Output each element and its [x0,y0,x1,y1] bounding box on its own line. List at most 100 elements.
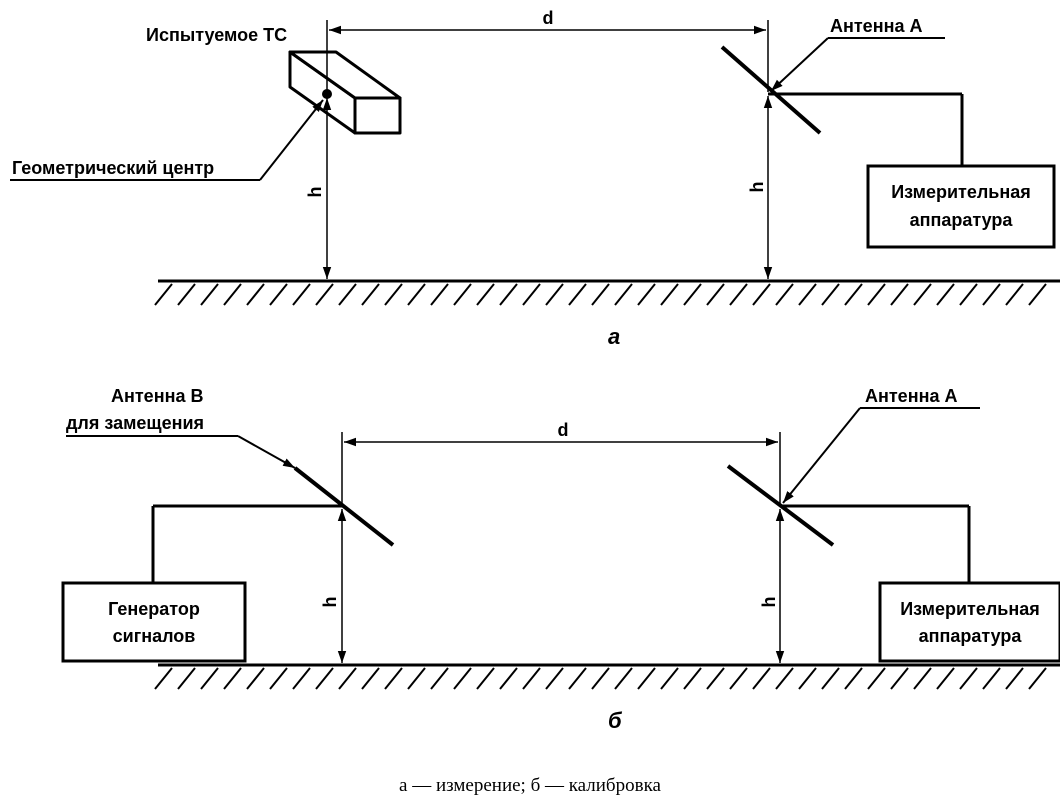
ground-hatch-line [223,283,242,306]
ground-hatch-line [315,667,334,690]
panel-letter-a: а [608,324,620,349]
antenna-a-leader [770,37,829,92]
ground-hatch-line [936,283,955,306]
ground-hatch-line [361,667,380,690]
ground-hatch-line [361,283,380,306]
ground-hatch-line [1028,667,1047,690]
ground-hatch-line [683,283,702,306]
ground-hatch-line [982,283,1001,306]
signal-generator-line2: сигналов [113,626,196,646]
ground-hatch-line [798,283,817,306]
ground-hatch-line [775,667,794,690]
ground-hatch-line [246,283,265,306]
geometric-center-dot [322,89,332,99]
ground-hatch-line [246,667,265,690]
ground-hatch-line [430,667,449,690]
antenna-b-leader [237,435,296,469]
ground-hatch-line [223,667,242,690]
ground-hatch-line [660,667,679,690]
ground-hatch-line [959,667,978,690]
ground-hatch-line [844,283,863,306]
signal-generator-box [61,581,247,663]
distance-d-label-b: d [558,420,569,440]
ground-hatch-line [384,667,403,690]
ground-hatch-line [568,667,587,690]
height-h-right-label-b: h [759,597,779,608]
antenna-a-label: Антенна А [830,16,922,36]
ground-hatch-line [913,667,932,690]
height-h-left-label: h [305,187,325,198]
ground-hatch-line [775,283,794,306]
antenna-b-element [293,466,395,547]
ground-hatch-line [729,667,748,690]
ground-hatch-line [1005,283,1024,306]
measuring-equipment-line1-a: Измерительная [891,182,1031,202]
ground-hatch-line [660,283,679,306]
ground-hatch-line [545,667,564,690]
antenna-b-label-line1: Антенна В [111,386,203,406]
ground-b [154,663,1060,690]
ground-hatch-line [177,283,196,306]
ground-hatch-line [591,283,610,306]
ground-hatch-line [821,667,840,690]
ground-hatch-line [821,283,840,306]
ground-hatch-line [1028,283,1047,306]
ground-hatch-line [522,667,541,690]
ground-hatch-line [614,283,633,306]
panel-letter-b: б [608,708,623,733]
ground-hatch-line [844,667,863,690]
ground-hatch-line [292,667,311,690]
ground-hatch-line [706,667,725,690]
ground-hatch-line [177,667,196,690]
ground-hatch-line [453,667,472,690]
ground-hatch-line [499,667,518,690]
ground-hatch-line [430,283,449,306]
ground-hatch-line [959,283,978,306]
ground-hatch-b [154,667,1047,690]
ground-hatch-line [154,667,173,690]
ground-hatch-line [706,283,725,306]
geometric-center-leader [259,99,324,181]
ground-hatch-line [292,283,311,306]
ground-hatch-line [522,283,541,306]
antenna-a-leader-b [782,407,861,504]
ground-hatch-line [269,667,288,690]
ground-hatch-line [384,283,403,306]
ground-hatch-line [637,283,656,306]
ground-a [154,279,1060,306]
ground-hatch-line [200,283,219,306]
ground-hatch-line [798,667,817,690]
ground-hatch-line [568,283,587,306]
ground-hatch-line [729,283,748,306]
geometric-center-label: Геометрический центр [12,158,214,178]
ground-hatch-line [591,667,610,690]
measuring-equipment-line2-b: аппаратура [919,626,1023,646]
ground-hatch-line [338,283,357,306]
ground-hatch-line [752,667,771,690]
ground-hatch-line [315,283,334,306]
measuring-equipment-line1-b: Измерительная [900,599,1040,619]
ground-hatch-line [752,283,771,306]
diagram-b: Антенна В для замещения Генератор сигнал… [61,386,1060,733]
ground-hatch-line [453,283,472,306]
ground-hatch-line [200,667,219,690]
ground-hatch-line [269,283,288,306]
height-h-left-label-b: h [320,597,340,608]
ground-hatch-line [499,283,518,306]
figure-caption: а — измерение; б — калибровка [399,775,661,796]
ground-hatch-line [890,283,909,306]
measuring-equipment-box-b [878,581,1060,663]
ground-hatch-line [476,283,495,306]
ground-hatch-line [890,667,909,690]
ground-hatch-line [476,667,495,690]
ground-hatch-line [338,667,357,690]
measuring-equipment-box-a [866,164,1056,249]
ground-hatch-line [154,283,173,306]
height-h-right-label: h [747,182,767,193]
ground-hatch-line [936,667,955,690]
antenna-a-label-b: Антенна А [865,386,957,406]
ground-hatch-line [407,283,426,306]
distance-d-label: d [543,8,554,28]
ground-hatch-line [637,667,656,690]
